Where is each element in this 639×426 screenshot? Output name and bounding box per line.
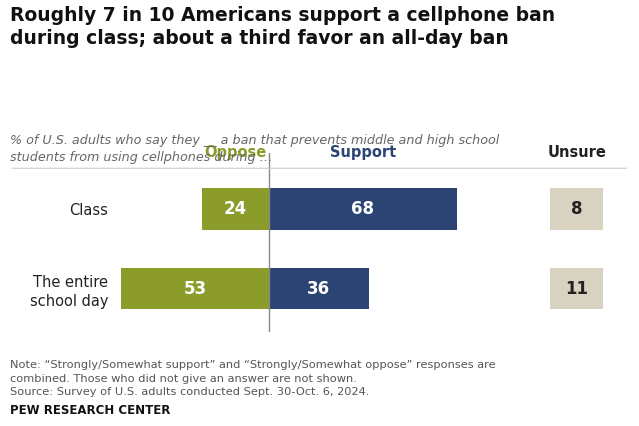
- FancyBboxPatch shape: [550, 188, 603, 230]
- Bar: [268, 268, 369, 309]
- Text: Oppose: Oppose: [204, 145, 266, 160]
- Text: 36: 36: [307, 279, 330, 297]
- FancyBboxPatch shape: [550, 268, 603, 309]
- Bar: [268, 188, 458, 230]
- Bar: [121, 268, 268, 309]
- Text: 8: 8: [571, 200, 582, 218]
- Text: Support: Support: [330, 145, 396, 160]
- Text: PEW RESEARCH CENTER: PEW RESEARCH CENTER: [10, 403, 170, 417]
- Text: 11: 11: [566, 279, 588, 297]
- Text: Roughly 7 in 10 Americans support a cellphone ban
during class; about a third fa: Roughly 7 in 10 Americans support a cell…: [10, 6, 555, 48]
- Text: Unsure: Unsure: [547, 145, 606, 160]
- Text: 68: 68: [351, 200, 374, 218]
- Text: Note: “Strongly/Somewhat support” and “Strongly/Somewhat oppose” responses are
c: Note: “Strongly/Somewhat support” and “S…: [10, 360, 495, 397]
- Text: % of U.S. adults who say they __ a ban that prevents middle and high school
stud: % of U.S. adults who say they __ a ban t…: [10, 134, 499, 164]
- Bar: [202, 188, 268, 230]
- Text: 24: 24: [224, 200, 247, 218]
- Text: 53: 53: [183, 279, 206, 297]
